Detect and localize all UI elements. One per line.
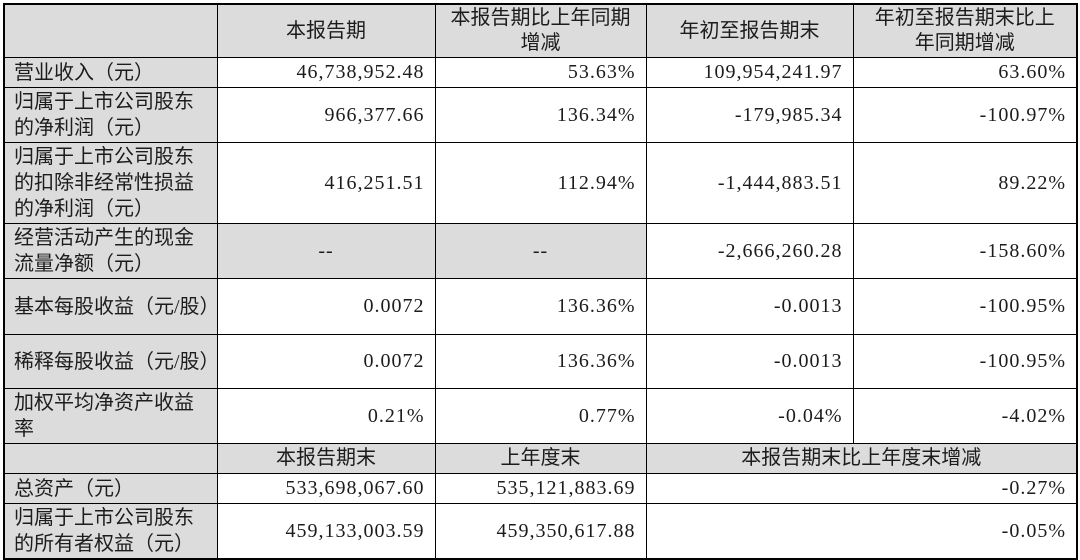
value-ytd: -0.0013	[645, 334, 854, 389]
value-current-yoy: 53.63%	[434, 57, 647, 88]
table-row-owners-equity: 归属于上市公司股东的所有者权益（元） 459,133,003.59 459,35…	[3, 503, 1078, 560]
value-current: 46,738,952.48	[216, 57, 436, 88]
header-current-period: 本报告期	[216, 3, 436, 58]
section1-header-row: 本报告期 本报告期比上年同期增减 年初至报告期末 年初至报告期末比上年同期增减	[3, 3, 1078, 58]
value-current: 0.0072	[216, 278, 436, 335]
value-current-yoy: 0.77%	[434, 388, 647, 444]
value-current-yoy: --	[434, 223, 647, 279]
value-ytd-yoy: -4.02%	[852, 388, 1078, 444]
table-row-operating-revenue: 营业收入（元） 46,738,952.48 53.63% 109,954,241…	[3, 57, 1078, 88]
metric-label: 稀释每股收益（元/股）	[3, 334, 218, 389]
header-current-period-yoy: 本报告期比上年同期增减	[434, 3, 647, 58]
header-change-vs-prev-year-end: 本报告期末比上年度末增减	[645, 443, 1078, 474]
value-prev-year-end: 459,350,617.88	[434, 503, 647, 560]
table-row-net-profit-excl-nonrecurring: 归属于上市公司股东的扣除非经常性损益的净利润（元） 416,251.51 112…	[3, 142, 1078, 224]
value-current-yoy: 136.36%	[434, 278, 647, 335]
metric-label: 基本每股收益（元/股）	[3, 278, 218, 335]
value-period-end: 459,133,003.59	[216, 503, 436, 560]
header-ytd-yoy: 年初至报告期末比上年同期增减	[852, 3, 1078, 58]
metric-label: 归属于上市公司股东的扣除非经常性损益的净利润（元）	[3, 142, 218, 224]
value-ytd-yoy: -100.95%	[852, 278, 1078, 335]
value-current-yoy: 136.36%	[434, 334, 647, 389]
metric-label: 加权平均净资产收益率	[3, 388, 218, 444]
metric-label: 总资产（元）	[3, 473, 218, 504]
metric-label: 经营活动产生的现金流量净额（元）	[3, 223, 218, 279]
value-ytd: -179,985.34	[645, 87, 854, 143]
financial-summary-table: 本报告期 本报告期比上年同期增减 年初至报告期末 年初至报告期末比上年同期增减 …	[3, 3, 1078, 560]
table-row-basic-eps: 基本每股收益（元/股） 0.0072 136.36% -0.0013 -100.…	[3, 278, 1078, 335]
metric-label: 归属于上市公司股东的净利润（元）	[3, 87, 218, 143]
corner-cell	[3, 3, 218, 58]
value-current: 966,377.66	[216, 87, 436, 143]
header-prev-year-end: 上年度末	[434, 443, 647, 474]
table-row-diluted-eps: 稀释每股收益（元/股） 0.0072 136.36% -0.0013 -100.…	[3, 334, 1078, 389]
corner-cell	[3, 443, 218, 474]
section2-header-row: 本报告期末 上年度末 本报告期末比上年度末增减	[3, 443, 1078, 474]
value-period-end: 533,698,067.60	[216, 473, 436, 504]
value-change: -0.27%	[645, 473, 1078, 504]
value-current: 0.21%	[216, 388, 436, 444]
value-current: 416,251.51	[216, 142, 436, 224]
value-ytd: -0.04%	[645, 388, 854, 444]
value-current-yoy: 112.94%	[434, 142, 647, 224]
header-period-end: 本报告期末	[216, 443, 436, 474]
value-change: -0.05%	[645, 503, 1078, 560]
table-row-weighted-avg-roe: 加权平均净资产收益率 0.21% 0.77% -0.04% -4.02%	[3, 388, 1078, 444]
value-ytd: -1,444,883.51	[645, 142, 854, 224]
value-current: --	[216, 223, 436, 279]
value-ytd-yoy: -100.97%	[852, 87, 1078, 143]
table-row-net-profit: 归属于上市公司股东的净利润（元） 966,377.66 136.34% -179…	[3, 87, 1078, 143]
value-current-yoy: 136.34%	[434, 87, 647, 143]
metric-label: 营业收入（元）	[3, 57, 218, 88]
value-current: 0.0072	[216, 334, 436, 389]
value-prev-year-end: 535,121,883.69	[434, 473, 647, 504]
value-ytd: -2,666,260.28	[645, 223, 854, 279]
value-ytd-yoy: 89.22%	[852, 142, 1078, 224]
header-ytd: 年初至报告期末	[645, 3, 854, 58]
table-row-total-assets: 总资产（元） 533,698,067.60 535,121,883.69 -0.…	[3, 473, 1078, 504]
value-ytd-yoy: -100.95%	[852, 334, 1078, 389]
value-ytd: 109,954,241.97	[645, 57, 854, 88]
value-ytd-yoy: 63.60%	[852, 57, 1078, 88]
metric-label: 归属于上市公司股东的所有者权益（元）	[3, 503, 218, 560]
table-row-operating-cash-flow: 经营活动产生的现金流量净额（元） -- -- -2,666,260.28 -15…	[3, 223, 1078, 279]
value-ytd: -0.0013	[645, 278, 854, 335]
value-ytd-yoy: -158.60%	[852, 223, 1078, 279]
